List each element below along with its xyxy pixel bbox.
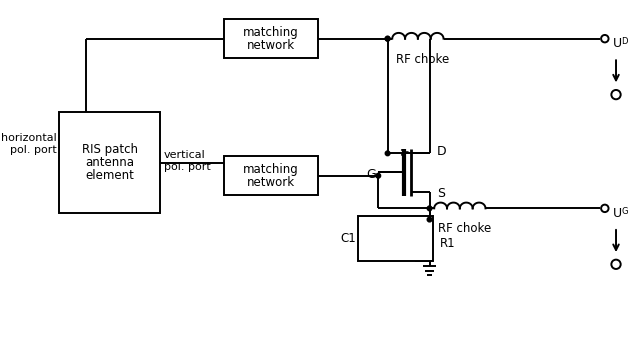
Text: D: D: [437, 145, 447, 158]
Circle shape: [611, 260, 621, 269]
Text: horizontal: horizontal: [1, 133, 57, 143]
Circle shape: [611, 90, 621, 99]
Text: C1: C1: [340, 232, 356, 245]
Text: R1: R1: [440, 237, 455, 250]
Text: network: network: [247, 39, 295, 52]
Text: vertical: vertical: [164, 150, 205, 160]
Text: RF choke: RF choke: [438, 222, 491, 235]
Bar: [59, 112, 160, 213]
Bar: [224, 19, 318, 58]
Text: G: G: [367, 168, 376, 181]
Text: U: U: [613, 37, 622, 50]
Circle shape: [427, 217, 432, 222]
Text: antenna: antenna: [85, 156, 134, 169]
Circle shape: [386, 151, 390, 156]
Circle shape: [386, 36, 390, 41]
Bar: [416, 227, 430, 260]
Text: D: D: [622, 37, 628, 46]
Text: G: G: [622, 207, 628, 216]
Text: S: S: [437, 187, 445, 200]
Text: RF choke: RF choke: [396, 53, 449, 66]
Text: element: element: [85, 169, 134, 182]
Circle shape: [386, 36, 390, 41]
Circle shape: [427, 206, 432, 211]
Circle shape: [601, 35, 609, 42]
Text: pol. port: pol. port: [10, 144, 57, 154]
Circle shape: [601, 205, 609, 212]
Bar: [358, 216, 433, 260]
Text: RIS patch: RIS patch: [82, 143, 138, 156]
Bar: [224, 156, 318, 195]
Circle shape: [376, 173, 381, 178]
Text: U: U: [613, 206, 622, 219]
Text: matching: matching: [243, 26, 299, 39]
Text: network: network: [247, 176, 295, 189]
Text: matching: matching: [243, 163, 299, 176]
Text: pol. port: pol. port: [164, 162, 210, 172]
